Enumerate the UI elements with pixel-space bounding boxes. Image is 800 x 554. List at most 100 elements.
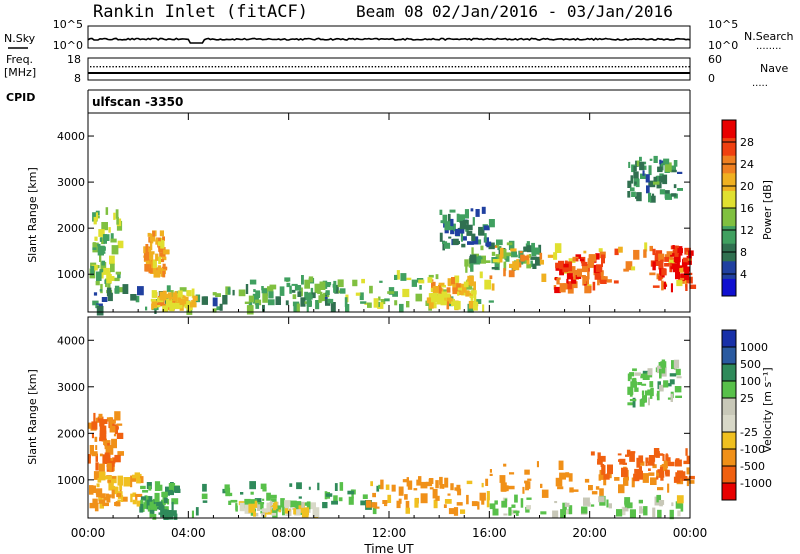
echo-cell [147,254,150,264]
nave-dot [490,66,492,68]
echo-cell [235,503,238,511]
echo-cell [628,161,631,168]
echo-cell [225,487,231,497]
nave-dot [294,66,297,68]
echo-cell [146,499,151,510]
nave-dot [541,66,543,68]
nave-dot [474,66,476,68]
echo-cell [333,495,338,502]
echo-cell [352,279,358,287]
echo-cell [256,502,261,511]
echo-cell [631,477,635,488]
echo-cell [481,482,484,488]
echo-cell [648,180,656,188]
echo-cell [164,509,168,516]
nave-dot [381,66,383,68]
echo-cell [310,502,316,510]
velocity-colorbar-label: Velocity [m s⁻¹] [761,367,774,452]
echo-cell [428,478,432,486]
echo-cell [512,261,520,271]
echo-cell [291,283,298,286]
colorbar-tick-label: 8 [740,246,747,259]
echo-cell [489,473,493,476]
echo-cell [312,507,320,517]
echo-cell [282,511,285,516]
echo-cell [152,513,157,520]
nave-dot [422,66,425,68]
nave-dot [96,66,98,68]
nave-dot [298,66,300,68]
echo-cell [148,496,153,502]
colorbar-swatch [722,260,736,279]
nave-dot [173,66,175,68]
echo-cell [317,291,323,295]
echo-cell [478,255,481,264]
y-tick-label: 1000 [57,474,85,487]
nave-dot [675,66,677,68]
echo-cell [339,288,346,294]
echo-cell [663,158,670,166]
echo-cell [648,455,656,462]
echo-cell [670,253,675,257]
echo-cell [571,489,579,492]
echo-cell [453,507,459,516]
echo-cell [99,453,103,457]
echo-cell [613,280,619,284]
echo-cell [623,477,629,486]
echo-cell [284,508,289,514]
nave-dot [602,66,604,68]
echo-cell [89,502,96,509]
echo-cell [162,266,168,271]
colorbar-swatch [722,172,736,191]
echo-cell [158,247,166,253]
echo-cell [669,509,674,520]
nave-dots [90,66,690,68]
echo-cell [579,258,585,262]
echo-cell [629,372,635,377]
echo-cell [111,438,117,449]
echo-cell [112,457,116,464]
echo-cell [117,287,124,293]
echo-cell [461,232,463,242]
echo-cell [91,433,94,439]
echo-cell [442,240,445,251]
echo-cell [526,263,532,269]
echo-cell [117,475,123,486]
nave-dot [160,66,162,68]
echo-cell [469,254,477,264]
echo-cell [108,481,114,491]
echo-cell [470,263,474,272]
echo-cell [143,502,147,509]
echo-cell [93,216,97,225]
echo-cell [318,295,322,303]
echo-cell [380,299,386,305]
echo-cell [441,284,446,288]
echo-cell [446,287,451,293]
echo-cell [675,271,680,280]
echo-cell [531,242,535,252]
nave-dot [477,66,479,68]
echo-cell [268,291,274,299]
echo-cell [293,508,297,515]
echo-cell [160,259,165,263]
echo-cell [478,226,484,235]
echo-cell [464,209,469,219]
nave-dot [358,66,361,68]
nave-dot [240,66,242,68]
echo-cell [419,285,422,290]
echo-cell [594,270,601,280]
echo-cell [649,389,653,399]
nave-dot [400,66,402,68]
echo-cell [465,290,470,297]
nave-dot [176,66,178,68]
nave-dot [243,66,245,68]
echo-cell [108,458,114,461]
nave-dot [90,66,92,68]
freq-frame [87,57,691,81]
nave-dot [307,66,309,68]
echo-cell [614,477,620,481]
echo-cell [248,503,255,513]
echo-cell [674,386,682,393]
echo-cell [466,224,473,231]
echo-cell [252,293,259,304]
